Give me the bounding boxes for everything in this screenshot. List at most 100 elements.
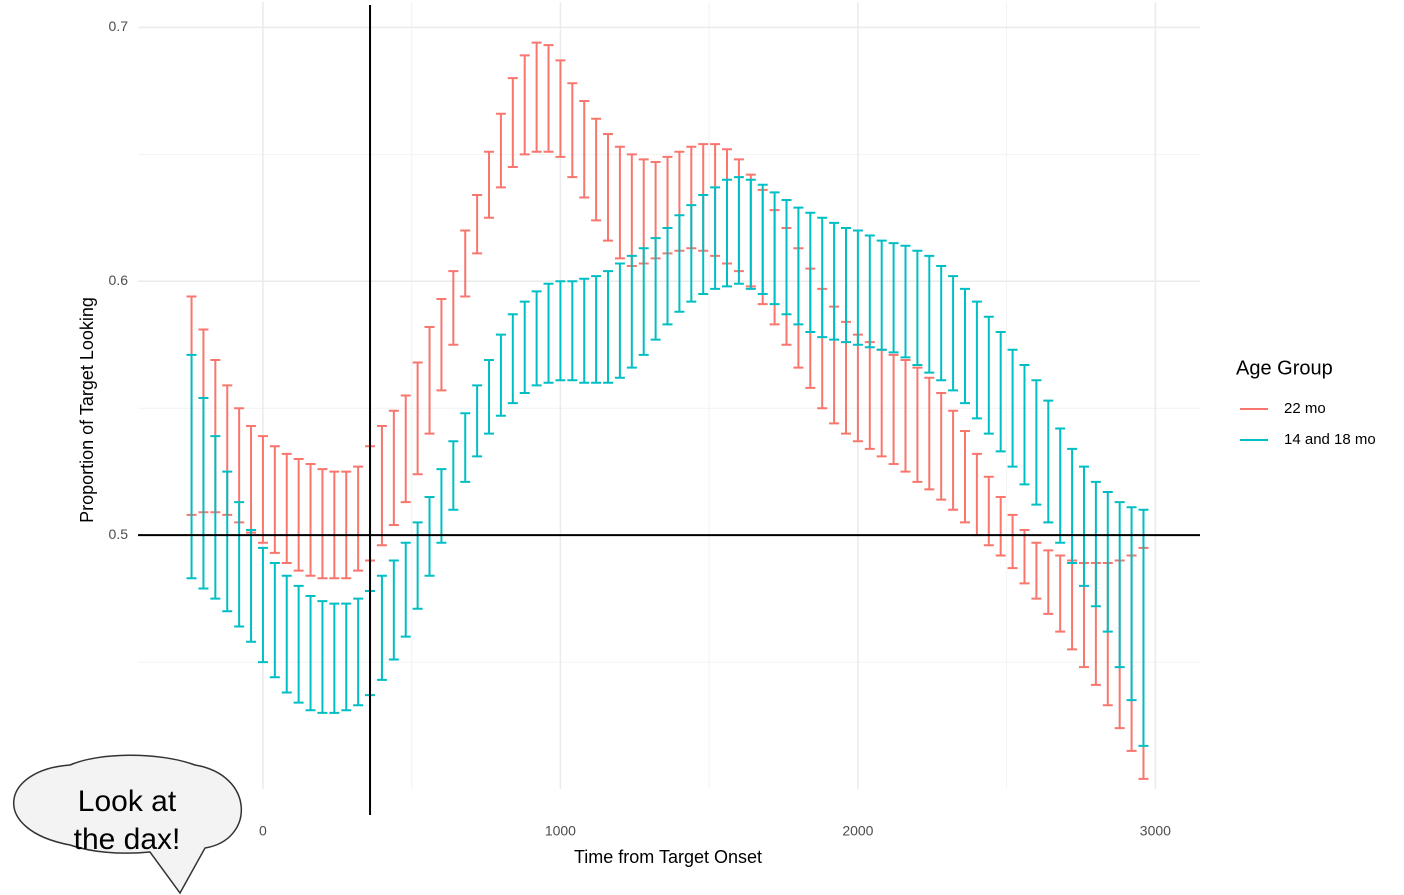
error-bar [924,376,935,491]
error-bar [424,496,435,577]
x-tick-label: 1000 [545,823,576,839]
error-bar [603,270,614,384]
error-bar [1031,541,1042,600]
error-bar [198,397,209,590]
error-bar [674,214,685,313]
error-bar [269,562,280,679]
error-bar [400,541,411,638]
error-bar [614,145,625,260]
error-bar [1019,529,1030,585]
error-bar [412,521,423,610]
error-bar [1067,447,1078,565]
error-bar [317,468,328,580]
error-bar [888,242,899,354]
error-bar [650,237,661,341]
error-bar [519,300,530,394]
error-bar [234,501,245,628]
legend-title: Age Group [1236,357,1333,379]
error-bar [543,282,554,384]
error-bar [555,280,566,382]
y-tick-label: 0.7 [109,18,129,34]
error-bar [1055,554,1066,633]
error-bar [852,229,863,346]
error-bar [472,384,483,458]
error-bar [888,353,899,466]
error-bar [733,176,744,285]
error-bar [281,574,292,694]
error-bar [1007,348,1018,468]
x-tick-label: 2000 [842,823,873,839]
error-bar [448,270,459,346]
error-bar [210,435,221,600]
error-bar [995,331,1006,453]
error-bar [912,366,923,483]
error-bar [305,463,316,577]
error-bar [388,409,399,526]
error-bar [495,333,506,417]
error-bar [900,358,911,473]
error-bar [376,424,387,547]
error-bar [924,254,935,374]
error-bar [543,44,554,153]
error-bar [852,333,863,443]
error-bar [1067,559,1078,651]
callout-line: Look at [78,785,177,818]
error-bar [781,199,792,316]
error-bar [293,584,304,704]
error-bar [959,430,970,524]
error-bar [1031,379,1042,506]
error-bar [1043,549,1054,615]
error-bar [436,298,447,392]
error-bar [353,465,364,572]
error-bar [507,313,518,405]
error-bar [257,546,268,664]
y-tick-label: 0.5 [109,526,129,542]
error-bar [281,452,292,565]
error-bar [341,470,352,580]
error-bar [864,341,875,450]
error-bar [1090,480,1101,608]
error-bar [460,229,471,298]
error-bar [936,265,947,382]
error-bar [579,100,590,199]
y-tick-label: 0.6 [109,272,129,288]
error-bar [269,445,280,554]
error-bar [567,82,578,179]
legend-label: 14 and 18 mo [1284,431,1376,448]
error-bar [531,290,542,387]
error-bar [305,595,316,712]
error-bar [495,112,506,189]
error-bar [1055,427,1066,544]
error-bar [1138,508,1149,747]
error-bar [400,394,411,504]
error-bar [1114,501,1125,669]
error-bar [1043,399,1054,524]
error-bar [329,470,340,580]
x-tick-label: 3000 [1140,823,1171,839]
error-bar [829,221,840,341]
error-bar [971,300,982,420]
error-bar [246,424,257,534]
error-bar [1102,490,1113,633]
error-bar [317,600,328,714]
error-bar [257,435,268,544]
error-bar [948,409,959,511]
legend-label: 22 mo [1284,400,1326,417]
x-tick-label: 0 [259,823,267,839]
error-bar [614,262,625,379]
error-bar [591,117,602,222]
x-axis-label: Time from Target Onset [574,847,762,867]
error-bar [329,602,340,714]
error-bar [531,41,542,153]
error-bar [900,244,911,359]
error-bar [710,186,721,290]
error-bar [353,597,364,707]
error-bar [722,178,733,288]
error-bar [948,275,959,392]
error-bar [995,496,1006,557]
error-bar [841,226,851,344]
error-bar [769,191,780,306]
error-bar [484,150,495,219]
error-bar [567,280,578,382]
